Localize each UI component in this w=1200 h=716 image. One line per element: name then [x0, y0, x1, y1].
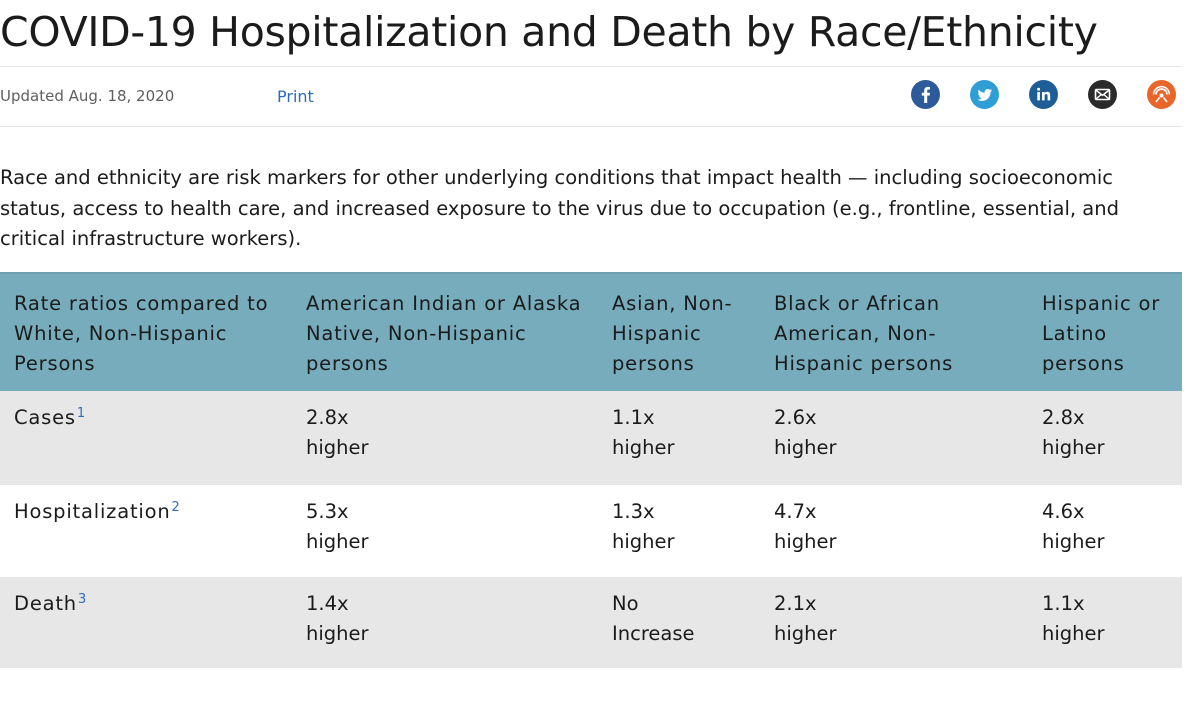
rate-value: 4.7x	[774, 500, 817, 523]
print-link[interactable]: Print	[277, 87, 314, 106]
table-cell: 4.6x higher	[1028, 485, 1182, 577]
rate-qualifier: higher	[306, 530, 369, 553]
rate-qualifier: higher	[1042, 530, 1105, 553]
rate-qualifier: higher	[612, 436, 675, 459]
table-cell: 5.3x higher	[292, 485, 598, 577]
rate-qualifier: higher	[1042, 622, 1105, 645]
twitter-icon	[970, 80, 999, 109]
table-row-cases: Cases1 2.8x higher 1.1x higher 2.6x higher …	[0, 391, 1182, 485]
table-cell: 1.1x higher	[598, 391, 760, 485]
title-divider	[0, 66, 1182, 67]
table-cell: 1.4x higher	[292, 577, 598, 668]
rate-value: 1.3x	[612, 500, 655, 523]
rate-value: 2.1x	[774, 592, 817, 615]
footnote-link[interactable]: 3	[77, 592, 87, 607]
rate-value: 2.8x	[1042, 406, 1085, 429]
row-label-text: Cases	[14, 406, 76, 429]
row-label-death: Death3	[0, 577, 292, 668]
rate-qualifier: higher	[306, 622, 369, 645]
rate-qualifier: higher	[612, 530, 675, 553]
intro-paragraph: Race and ethnicity are risk markers for …	[0, 166, 1119, 250]
rate-value: 2.6x	[774, 406, 817, 429]
column-header-asian: Asian, Non-Hispanic persons	[598, 272, 760, 391]
rate-value: 2.8x	[306, 406, 349, 429]
table-cell: 2.1x higher	[760, 577, 1028, 668]
syndicate-share-button[interactable]	[1147, 80, 1176, 109]
linkedin-share-button[interactable]	[1029, 80, 1058, 109]
column-header-hispanic: Hispanic or Latino persons	[1028, 272, 1182, 391]
column-header-american-indian: American Indian or Alaska Native, Non-Hi…	[292, 272, 598, 391]
page-title: COVID-19 Hospitalization and Death by Ra…	[0, 8, 1098, 56]
column-header-rate-ratios: Rate ratios compared to White, Non-Hispa…	[0, 272, 292, 391]
rate-value: 4.6x	[1042, 500, 1085, 523]
row-label-cases: Cases1	[0, 391, 292, 485]
email-share-button[interactable]	[1088, 80, 1117, 109]
row-label-text: Death	[14, 592, 77, 615]
rate-ratios-table: Rate ratios compared to White, Non-Hispa…	[0, 272, 1182, 668]
rate-value: 5.3x	[306, 500, 349, 523]
twitter-share-button[interactable]	[970, 80, 999, 109]
email-icon	[1088, 80, 1117, 109]
table-cell: 2.8x higher	[292, 391, 598, 485]
table-cell: 4.7x higher	[760, 485, 1028, 577]
syndicate-icon	[1147, 80, 1176, 109]
table-cell: 2.6x higher	[760, 391, 1028, 485]
facebook-share-button[interactable]	[911, 80, 940, 109]
table-row-death: Death3 1.4x higher No Increase 2.1x higher …	[0, 577, 1182, 668]
updated-date: Updated Aug. 18, 2020	[0, 87, 175, 105]
row-label-text: Hospitalization	[14, 500, 171, 523]
rate-qualifier: higher	[774, 436, 837, 459]
rate-value: No	[612, 592, 639, 615]
rate-value: 1.4x	[306, 592, 349, 615]
table-cell: 1.1x higher	[1028, 577, 1182, 668]
rate-qualifier: higher	[1042, 436, 1105, 459]
row-label-hospitalization: Hospitalization2	[0, 485, 292, 577]
table-row-hospitalization: Hospitalization2 5.3x higher 1.3x higher 4…	[0, 485, 1182, 577]
rate-qualifier: higher	[774, 622, 837, 645]
rate-value: 1.1x	[1042, 592, 1085, 615]
table-cell: 1.3x higher	[598, 485, 760, 577]
table-cell: No Increase	[598, 577, 760, 668]
table-cell: 2.8x higher	[1028, 391, 1182, 485]
share-bar-divider	[0, 126, 1182, 127]
facebook-icon	[911, 80, 940, 109]
rate-qualifier: higher	[774, 530, 837, 553]
rate-qualifier: Increase	[612, 622, 695, 645]
footnote-link[interactable]: 1	[76, 406, 86, 421]
rate-value: 1.1x	[612, 406, 655, 429]
table-header-row: Rate ratios compared to White, Non-Hispa…	[0, 272, 1182, 391]
linkedin-icon	[1029, 80, 1058, 109]
rate-qualifier: higher	[306, 436, 369, 459]
column-header-black: Black or African American, Non-Hispanic …	[760, 272, 1028, 391]
footnote-link[interactable]: 2	[171, 500, 180, 515]
